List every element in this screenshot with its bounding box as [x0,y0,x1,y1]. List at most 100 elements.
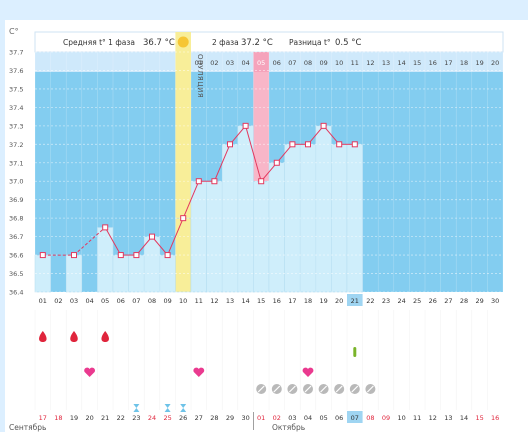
month-september: Сентябрь [9,423,46,432]
temperature-segment [136,236,153,256]
hourglass-icon [180,404,187,412]
pill-icon-line [304,385,312,393]
pill-icon-line [320,385,328,393]
cycle-day-header-label: 07 [288,59,296,67]
y-tick-label: 37.5 [9,85,23,93]
temperature-point[interactable] [351,141,358,148]
y-tick-label: 37.1 [9,159,23,167]
x-tick-label: 02 [54,297,62,305]
temperature-segment [73,227,106,256]
phase1-label: Средняя t° 1 фаза [63,38,135,47]
cycle-day-header-label: 16 [429,59,437,67]
cycle-day-header-label: 08 [304,59,312,67]
temperature-point[interactable] [102,224,109,231]
x-tick-label: 19 [319,297,327,305]
temperature-point[interactable] [195,178,202,185]
x-tick-label: 10 [179,297,187,305]
cycle-day-header-label: 01 [195,59,203,67]
x-tick-label: 16 [273,297,281,305]
x-tick-label: 03 [70,297,78,305]
cycle-day-header-label: 11 [351,59,359,67]
cycle-day-header-label: 13 [382,59,390,67]
blood-drop-icon [39,331,47,342]
x-tick-label: 30 [491,297,499,305]
cycle-day-header-label: 15 [413,59,421,67]
calendar-date-label: 16 [491,414,499,422]
temperature-point[interactable] [211,178,218,185]
sun-icon [177,36,189,48]
calendar-date-label: 20 [85,414,93,422]
y-tick-label: 37.3 [9,122,23,130]
x-tick-label: 06 [117,297,125,305]
x-tick-label: 04 [85,297,93,305]
heart-icon [193,367,205,377]
x-tick-label: 20 [335,297,343,305]
calendar-date-label: 07 [351,414,359,422]
cycle-day-header-label: 04 [241,59,249,67]
cycle-day-header-label: 17 [444,59,452,67]
calendar-date-label: 05 [319,414,327,422]
calendar-date-label: 30 [241,414,249,422]
temperature-point[interactable] [133,252,140,259]
temperature-point[interactable] [117,252,124,259]
y-tick-label: 36.8 [9,215,23,223]
temperature-point[interactable] [227,141,233,148]
x-tick-label: 26 [429,297,437,305]
temperature-point[interactable] [39,252,46,259]
temperature-point[interactable] [149,233,155,240]
diff-label: Разница t° [289,38,331,47]
hourglass-icon [164,404,171,412]
temperature-point[interactable] [164,252,171,259]
temperature-point[interactable] [305,141,311,148]
cycle-day-header-label: 20 [491,59,499,67]
cycle-day-header-label: 05 [257,59,265,67]
temperature-point[interactable] [336,141,343,148]
y-tick-label: 36.7 [9,233,23,241]
diff-value: 0.5 °C [335,38,361,48]
temperature-point[interactable] [273,159,280,166]
month-october: Октябрь [272,423,305,432]
hourglass-icon [133,404,140,412]
x-tick-label: 17 [288,297,296,305]
phase2-value: 37.2 °C [241,38,273,48]
y-tick-label: 37.4 [9,104,23,112]
heart-icon [302,367,314,377]
temperature-point[interactable] [320,122,327,129]
temperature-point[interactable] [180,215,187,222]
calendar-date-label: 25 [163,414,171,422]
calendar-date-label: 09 [382,414,390,422]
calendar-date-label: 03 [288,414,296,422]
pill-icon-line [257,385,265,393]
x-tick-label: 13 [226,297,234,305]
calendar-date-label: 24 [148,414,156,422]
blood-drop-icon [70,331,78,342]
calendar-date-label: 01 [257,414,265,422]
x-tick-label: 09 [163,297,171,305]
temperature-segment [260,162,278,182]
temperature-segment [167,217,184,256]
ovulation-label: ОВУЛЯЦИЯ [196,54,204,98]
temperature-point[interactable] [289,141,296,148]
temperature-point[interactable] [258,178,265,185]
y-tick-label: 37.6 [9,67,23,75]
x-tick-label: 11 [195,297,203,305]
temperature-point[interactable] [71,252,77,259]
calendar-date-label: 06 [335,414,343,422]
x-tick-label: 21 [351,297,359,305]
calendar-date-label: 13 [444,414,452,422]
x-tick-label: 18 [304,297,312,305]
temperature-bar [143,236,161,293]
temperature-segment [104,227,122,256]
pill-icon-line [273,385,281,393]
cycle-day-header-label: 14 [397,59,405,67]
calendar-date-label: 29 [226,414,234,422]
x-tick-label: 08 [148,297,156,305]
temperature-point[interactable] [242,122,249,129]
y-tick-label: 37.7 [9,49,23,57]
phase2-label: 2 фаза [212,38,239,47]
today-date-marker [347,411,363,423]
phase1-value: 36.7 °C [143,38,175,48]
chart-card: 01 02 03 04 05 06 07 08 09 10 11 12 13 14 15 16 17 18 19 20… [5,20,528,432]
y-axis-label: C° [9,27,19,36]
